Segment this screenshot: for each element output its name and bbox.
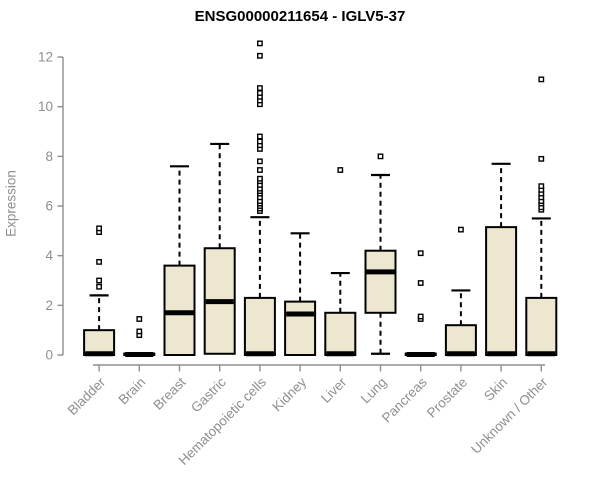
outlier-point <box>257 133 263 140</box>
outlier-point <box>337 167 344 173</box>
y-tick-label: 2 <box>45 298 53 313</box>
x-tick-label: Lung <box>358 375 390 407</box>
boxplot-prostate <box>444 226 477 357</box>
y-tick-label: 8 <box>45 149 53 164</box>
outlier-point <box>136 328 143 335</box>
box <box>284 300 317 357</box>
outlier-point <box>96 283 103 290</box>
x-tick-label: Pancreas <box>379 374 430 425</box>
boxplot-skin <box>485 162 518 357</box>
outlier-point <box>257 90 263 96</box>
box <box>364 249 397 314</box>
outlier-point <box>538 183 545 190</box>
outlier-point <box>257 175 263 182</box>
x-tick-label: Prostate <box>424 375 470 421</box>
box <box>525 296 558 356</box>
outlier-point <box>417 313 424 320</box>
outlier-point <box>257 40 263 47</box>
boxplot-breast <box>163 165 196 356</box>
box <box>324 311 357 356</box>
chart-title: ENSG00000211654 - IGLV5-37 <box>194 8 406 25</box>
outlier-point <box>257 85 263 91</box>
y-tick-label: 4 <box>45 248 53 263</box>
outlier-point <box>257 138 263 145</box>
x-tick-label: Brain <box>116 375 149 408</box>
boxplot-brain <box>123 316 156 358</box>
outlier-point <box>538 76 545 83</box>
outlier-point <box>96 277 103 284</box>
outlier-point <box>377 153 384 160</box>
box <box>243 296 276 356</box>
box <box>485 226 518 356</box>
outlier-point <box>257 52 263 59</box>
y-tick-label: 0 <box>45 348 53 363</box>
boxplot-hematopoietic-cells <box>243 40 276 357</box>
x-tick-label: Unknown / Other <box>468 374 551 457</box>
outlier-point <box>257 158 263 165</box>
y-tick-label: 12 <box>38 50 53 65</box>
outlier-point <box>96 258 103 265</box>
x-tick-label: Breast <box>150 374 188 412</box>
x-tick-label: Skin <box>481 375 510 404</box>
y-tick-label: 10 <box>38 99 53 114</box>
boxplot-kidney <box>284 232 317 357</box>
boxplot-bladder <box>83 225 116 357</box>
outlier-point <box>257 167 263 173</box>
outlier-point <box>417 280 424 286</box>
x-tick-label: Bladder <box>65 374 109 418</box>
x-tick-label: Liver <box>318 374 350 406</box>
outlier-point <box>417 250 424 257</box>
boxplot-liver <box>324 167 357 357</box>
box <box>83 329 116 357</box>
y-tick-label: 6 <box>45 199 53 214</box>
outlier-point <box>538 155 545 162</box>
boxplot-lung <box>364 153 397 355</box>
x-tick-label: Kidney <box>269 374 309 414</box>
box <box>444 324 477 357</box>
outlier-point <box>136 316 143 322</box>
outlier-point <box>458 226 464 233</box>
boxplot-gastric <box>203 142 236 355</box>
outlier-point <box>96 225 103 232</box>
y-axis: 0 2 4 6 8 10 12 <box>38 50 64 363</box>
boxplot-unknown-other <box>525 76 558 357</box>
boxplot-pancreas <box>404 250 437 358</box>
